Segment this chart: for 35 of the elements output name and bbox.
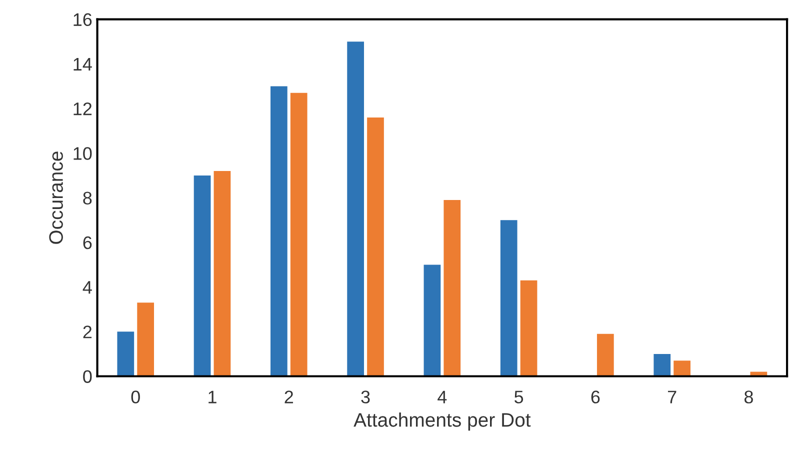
bar <box>654 354 671 376</box>
y-tick-label: 12 <box>74 102 92 116</box>
bar <box>117 332 134 376</box>
y-tick-label: 4 <box>82 281 92 294</box>
x-tick-label: 5 <box>514 390 524 404</box>
y-tick-label: 2 <box>83 326 92 338</box>
y-tick-label: 6 <box>83 236 92 250</box>
x-tick-label: 4 <box>438 390 447 404</box>
bar <box>290 92 308 376</box>
bar <box>520 280 538 376</box>
bar <box>444 200 461 376</box>
bar <box>137 302 154 376</box>
y-tick-label: 16 <box>74 13 92 26</box>
bar <box>424 264 441 376</box>
x-tick-label: 2 <box>284 390 294 404</box>
bar <box>270 86 288 376</box>
x-tick-label: 8 <box>744 390 753 404</box>
bar <box>596 334 614 376</box>
y-axis-title: Occurance <box>49 152 63 244</box>
bar <box>500 220 518 376</box>
x-tick-label: 1 <box>208 390 216 404</box>
x-tick-label: 0 <box>131 390 140 404</box>
y-tick-label: 10 <box>74 147 92 160</box>
bar <box>367 117 384 376</box>
y-tick-label: 14 <box>74 58 92 70</box>
bar <box>214 171 231 376</box>
x-tick-label: 3 <box>361 390 370 404</box>
bar <box>347 42 364 376</box>
x-axis-title: Attachments per Dot <box>354 412 531 431</box>
x-tick-label: 6 <box>591 390 600 404</box>
y-tick-label: 8 <box>83 192 92 205</box>
bar <box>674 360 690 376</box>
bar <box>194 175 211 376</box>
x-tick-label: 7 <box>668 390 676 404</box>
y-tick-label: 0 <box>83 370 92 383</box>
